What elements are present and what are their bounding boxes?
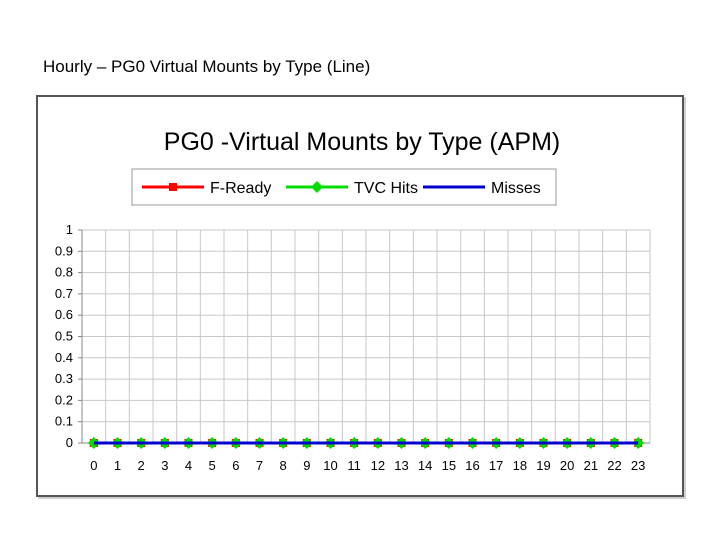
- plot-area: 00.10.20.30.40.50.60.70.80.910 1 2 3 4 5 6 7 8 9 1…: [55, 222, 651, 473]
- chart-title: PG0 -Virtual Mounts by Type (APM): [164, 128, 560, 156]
- slide-title: Hourly – PG0 Virtual Mounts by Type (Lin…: [43, 57, 371, 76]
- legend-label: TVC Hits: [354, 180, 418, 197]
- data-point: [87, 437, 100, 449]
- x-tick-label: 19: [536, 458, 550, 473]
- y-tick-label: 0.2: [55, 392, 73, 407]
- x-tick-label: 14: [418, 458, 432, 473]
- legend-item: TVC Hits: [286, 180, 418, 197]
- x-tick-label: 8: [280, 458, 287, 473]
- legend-label: Misses: [491, 180, 541, 197]
- x-tick-label: 21: [584, 458, 598, 473]
- y-tick-label: 0.3: [55, 371, 73, 386]
- y-tick-label: 0.7: [55, 286, 73, 301]
- x-tick-label: 1: [114, 458, 121, 473]
- x-tick-label: 0: [90, 458, 97, 473]
- x-tick-label: 3: [161, 458, 168, 473]
- x-tick-label: 18: [513, 458, 527, 473]
- y-tick-label: 0.1: [55, 414, 73, 429]
- y-tick-label: 0.8: [55, 265, 73, 280]
- legend-item: Misses: [423, 180, 541, 197]
- x-tick-label: 9: [303, 458, 310, 473]
- x-tick-label: 13: [394, 458, 408, 473]
- y-tick-label: 0: [66, 435, 73, 450]
- x-tick-label: 2: [138, 458, 145, 473]
- x-tick-label: 16: [465, 458, 479, 473]
- y-tick-label: 0.6: [55, 307, 73, 322]
- y-tick-label: 0.5: [55, 329, 73, 344]
- x-tick-label: 4: [185, 458, 192, 473]
- x-tick-label: 15: [442, 458, 456, 473]
- y-tick-label: 1: [66, 222, 73, 237]
- x-tick-label: 20: [560, 458, 574, 473]
- legend-marker: [169, 183, 177, 191]
- legend-marker: [311, 181, 323, 193]
- legend-label: F-Ready: [210, 180, 271, 197]
- x-tick-label: 17: [489, 458, 503, 473]
- legend: F-Ready TVC Hits Misses: [131, 168, 557, 206]
- x-tick-label: 23: [631, 458, 645, 473]
- chart: PG0 -Virtual Mounts by Type (APM) F-Read…: [55, 128, 651, 473]
- y-tick-label: 0.4: [55, 350, 73, 365]
- chart-frame: PG0 -Virtual Mounts by Type (APM) F-Read…: [36, 95, 684, 497]
- x-tick-label: 12: [371, 458, 385, 473]
- x-tick-label: 7: [256, 458, 263, 473]
- x-tick-label: 5: [209, 458, 216, 473]
- x-tick-label: 10: [323, 458, 337, 473]
- legend-item: F-Ready: [142, 180, 271, 197]
- x-tick-label: 11: [347, 458, 361, 473]
- x-tick-label: 22: [607, 458, 621, 473]
- x-tick-label: 6: [232, 458, 239, 473]
- y-tick-label: 0.9: [55, 243, 73, 258]
